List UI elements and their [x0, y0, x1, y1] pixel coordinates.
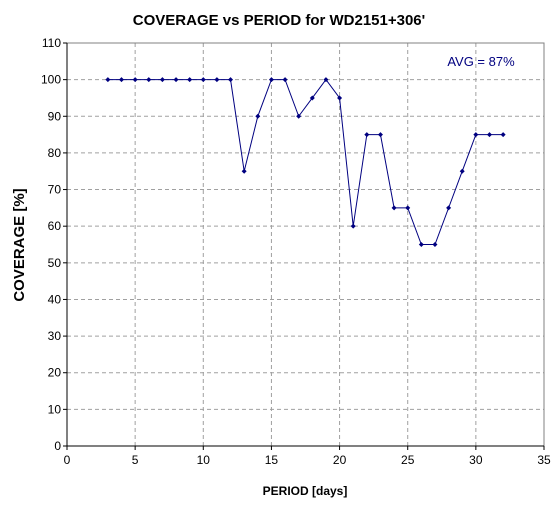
data-point — [282, 77, 288, 83]
data-point — [391, 205, 397, 211]
data-point — [486, 132, 492, 138]
data-point — [173, 77, 179, 83]
y-tick-label: 70 — [48, 183, 62, 197]
data-point — [214, 77, 220, 83]
data-series — [105, 77, 506, 247]
grid — [67, 43, 544, 446]
data-point — [146, 77, 152, 83]
x-tick-label: 0 — [64, 453, 71, 467]
x-tick-label: 30 — [469, 453, 483, 467]
y-tick-label: 30 — [48, 329, 62, 343]
y-tick-label: 10 — [48, 402, 62, 416]
data-point — [296, 113, 302, 119]
data-point — [105, 77, 111, 83]
data-point — [405, 205, 411, 211]
data-point — [268, 77, 274, 83]
data-point — [459, 168, 465, 174]
x-tick-label: 5 — [132, 453, 139, 467]
data-point — [418, 242, 424, 247]
y-tick-label: 0 — [54, 439, 61, 453]
data-point — [500, 132, 506, 138]
data-point — [364, 132, 370, 138]
y-tick-label: 90 — [48, 109, 62, 123]
data-point — [241, 168, 247, 174]
axis-ticks: 0 10 20 30 40 50 60 70 80 90 100 110 0 5 10 15 20 25 30 35 — [41, 36, 551, 467]
data-point — [337, 95, 343, 101]
data-point — [309, 95, 315, 101]
x-tick-label: 10 — [197, 453, 211, 467]
data-point — [200, 77, 206, 83]
data-point — [473, 132, 479, 138]
data-point — [187, 77, 193, 83]
y-tick-label: 20 — [48, 366, 62, 380]
y-tick-label: 40 — [48, 292, 62, 306]
data-point — [228, 77, 234, 83]
y-tick-label: 50 — [48, 256, 62, 270]
data-point — [446, 205, 452, 211]
data-point — [119, 77, 125, 83]
x-tick-label: 35 — [537, 453, 551, 467]
y-tick-label: 110 — [42, 36, 61, 50]
data-point — [159, 77, 165, 83]
x-axis-label: PERIOD [days] — [263, 484, 348, 498]
x-tick-label: 25 — [401, 453, 415, 467]
chart-title: COVERAGE vs PERIOD for WD2151+306' — [133, 12, 425, 29]
plot-area — [66, 42, 545, 447]
data-point — [377, 132, 383, 138]
y-tick-label: 80 — [48, 146, 62, 160]
data-point — [350, 223, 356, 229]
x-tick-label: 20 — [333, 453, 347, 467]
average-annotation: AVG = 87% — [447, 54, 515, 69]
x-tick-label: 15 — [265, 453, 279, 467]
y-tick-label: 60 — [48, 219, 62, 233]
data-point — [432, 242, 438, 247]
series-line — [107, 78, 504, 245]
y-tick-label: 100 — [41, 73, 61, 87]
data-point — [255, 113, 261, 119]
data-point — [132, 77, 138, 83]
data-point — [323, 77, 329, 83]
y-axis-label: COVERAGE [%] — [11, 188, 28, 301]
